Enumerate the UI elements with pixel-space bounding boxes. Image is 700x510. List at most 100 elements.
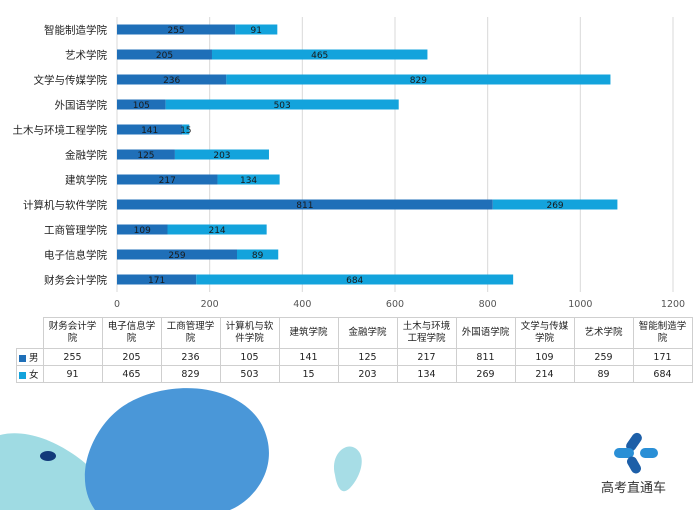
data-label-female: 203 [213, 151, 230, 161]
table-column-header: 文学与传媒 学院 [514, 317, 575, 349]
bar-male [117, 274, 197, 285]
bars [117, 24, 618, 285]
bar-male [117, 174, 218, 185]
data-label-male: 171 [148, 276, 165, 286]
x-tick-label: 800 [479, 299, 497, 310]
data-label-male: 105 [133, 101, 150, 111]
bar-male [117, 24, 236, 35]
legend-label: 男 [29, 353, 39, 364]
bar-female [196, 274, 514, 285]
navy-dot [40, 451, 56, 461]
data-label-male: 236 [163, 76, 180, 86]
x-axis-ticks: 0 200 400 600 800 1000 1200 [114, 299, 685, 310]
category-label: 建筑学院 [65, 174, 107, 187]
data-label-female: 684 [346, 276, 363, 286]
bar-male [117, 124, 183, 135]
table-header-row: 财务会计学 院电子信息学 院工商管理学 院计算机与软 件学院 建筑学院 金融学院 土木… [16, 317, 693, 349]
x-tick-label: 200 [201, 299, 219, 310]
category-label: 工商管理学院 [44, 224, 107, 237]
table-row: 女 91 465 829 503 15 203 134 269 214 89 684 [16, 365, 693, 383]
data-label-female: 91 [251, 26, 262, 36]
table-cell: 236 [160, 348, 221, 366]
table-cell: 125 [337, 348, 398, 366]
table-cell: 89 [573, 365, 634, 383]
category-labels: 智能制造学院艺术学院文学与传媒学院外国语学院土木与环境工程学院金融学院建筑学院计… [13, 24, 108, 287]
category-label: 金融学院 [65, 149, 107, 162]
table-cell: 259 [573, 348, 634, 366]
data-label-female: 829 [410, 76, 427, 86]
table-column-header: 电子信息学 院 [101, 317, 162, 349]
table-cell: 503 [219, 365, 280, 383]
table-cell: 811 [455, 348, 516, 366]
table-column-header: 计算机与软 件学院 [219, 317, 280, 349]
data-label-male: 141 [141, 126, 158, 136]
legend-swatch [19, 372, 26, 379]
table-cell: 105 [219, 348, 280, 366]
bar-female [167, 224, 267, 235]
bar-female [174, 149, 269, 160]
series-legend-cell: 女 [16, 365, 44, 383]
category-label: 文学与传媒学院 [34, 74, 108, 87]
small-teal-blob [334, 446, 362, 492]
decorative-blobs [0, 388, 362, 510]
table-cell: 217 [396, 348, 457, 366]
brand-text: 高考直通车 [601, 481, 667, 496]
bar-male [117, 74, 227, 85]
table-column-header: 外国语学院 [455, 317, 516, 349]
bar-female [237, 249, 279, 260]
bar-female [235, 24, 278, 35]
bar-male [117, 49, 212, 60]
table-cell: 684 [632, 365, 693, 383]
data-label-male: 205 [156, 51, 173, 61]
series-legend-cell: 男 [16, 348, 44, 366]
bar-male [117, 224, 168, 235]
bar-female [217, 174, 280, 185]
x-tick-label: 0 [114, 299, 120, 310]
table-cell: 255 [42, 348, 103, 366]
category-label: 财务会计学院 [44, 274, 107, 287]
data-labels: 255 91 205 465 236 829 105 503 141 15 125 203 217 134… [133, 26, 564, 286]
category-label: 计算机与软件学院 [23, 199, 107, 212]
category-label: 智能制造学院 [44, 24, 107, 37]
light-teal-blob [0, 433, 110, 510]
data-label-male: 259 [168, 251, 185, 261]
bar-male [117, 199, 493, 210]
bar-male [117, 249, 238, 260]
x-tick-label: 400 [293, 299, 311, 310]
bar-female [165, 99, 399, 110]
table-cell: 109 [514, 348, 575, 366]
table-cell: 141 [278, 348, 339, 366]
category-label: 外国语学院 [55, 99, 108, 112]
table-column-header: 财务会计学 院 [42, 317, 103, 349]
data-label-male: 125 [137, 151, 154, 161]
data-label-male: 255 [167, 26, 184, 36]
table-column-header: 智能制造学 院 [632, 317, 693, 349]
table-column-header: 金融学院 [337, 317, 398, 349]
data-label-female: 214 [208, 226, 225, 236]
x-tick-label: 600 [386, 299, 404, 310]
category-label: 土木与环境工程学院 [13, 124, 108, 137]
table-column-header: 工商管理学 院 [160, 317, 221, 349]
table-cell: 203 [337, 365, 398, 383]
bar-male [117, 99, 166, 110]
data-label-female: 503 [274, 101, 291, 111]
data-label-male: 811 [296, 201, 313, 211]
blue-blob [84, 388, 269, 510]
data-table: 财务会计学 院电子信息学 院工商管理学 院计算机与软 件学院 建筑学院 金融学院 土木… [16, 317, 693, 383]
four-dot-logo-icon [614, 432, 658, 474]
table-corner [16, 317, 44, 349]
bar-female [226, 74, 611, 85]
data-label-female: 15 [180, 126, 191, 136]
category-label: 电子信息学院 [44, 249, 107, 262]
legend-label: 女 [29, 370, 39, 381]
data-label-male: 109 [134, 226, 151, 236]
bar-female [182, 124, 190, 135]
table-cell: 205 [101, 348, 162, 366]
legend-swatch [19, 355, 26, 362]
bar-male [117, 149, 175, 160]
x-tick-label: 1200 [661, 299, 685, 310]
table-row: 男 255 205 236 105 141 125 217 811 109 259 171 [16, 348, 693, 366]
data-label-female: 465 [311, 51, 328, 61]
data-label-female: 134 [240, 176, 257, 186]
table-cell: 214 [514, 365, 575, 383]
